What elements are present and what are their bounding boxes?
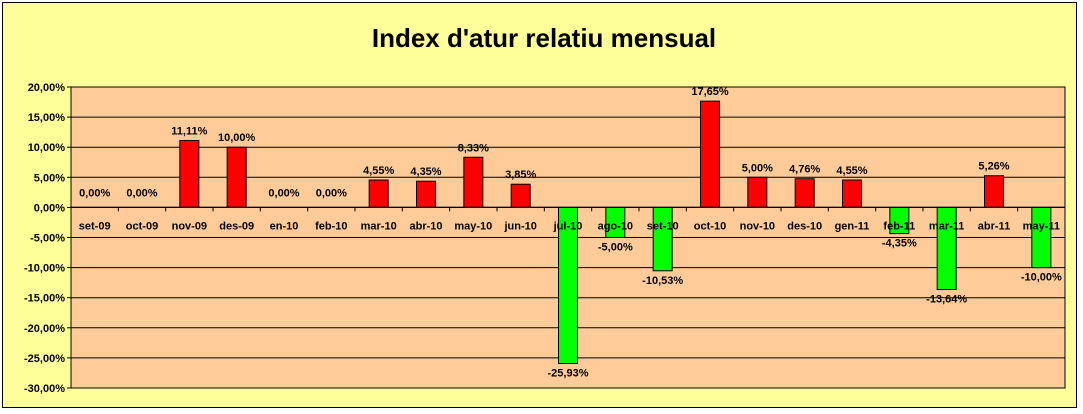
- x-tick-label: feb-11: [883, 220, 915, 232]
- data-label: -13,64%: [926, 294, 967, 306]
- x-tick-label: set-10: [647, 220, 679, 232]
- x-tick-label: mar-11: [929, 220, 964, 232]
- bar-chart: Index d'atur relatiu mensual 20,00% 15,00…: [24, 23, 1066, 395]
- x-tick-label: abr-11: [978, 220, 1010, 232]
- y-tick-label: 0,00%: [34, 202, 65, 214]
- data-label: 8,33%: [458, 142, 489, 154]
- y-tick-label: 10,00%: [28, 142, 66, 154]
- x-tick-label: ago-10: [598, 220, 633, 232]
- bar-nov-09: [179, 140, 200, 208]
- bar-may-11: [1031, 206, 1052, 269]
- y-tick-label: -5,00%: [30, 233, 65, 245]
- bar-jun-10: [510, 183, 531, 208]
- x-tick-label: en-10: [270, 220, 299, 232]
- bar-mar-10: [368, 179, 389, 208]
- bar-abr-10: [416, 180, 436, 208]
- y-tick-label: -30,00%: [24, 383, 65, 395]
- data-labels: 0,00% 0,00% 11,11% 10,00% 0,00% 0,00% 4,55% 4,3…: [79, 86, 1062, 379]
- x-tick-label: gen-11: [835, 220, 870, 232]
- data-label: 4,35%: [410, 166, 441, 178]
- data-label: 11,11%: [171, 126, 207, 138]
- bar-abr-11: [984, 175, 1004, 208]
- x-tick-label: jun-10: [503, 220, 536, 232]
- x-tick-label: set-09: [79, 220, 111, 232]
- x-tick-label: nov-10: [740, 220, 775, 232]
- data-label: 0,00%: [79, 187, 110, 199]
- x-tick-label: des-09: [219, 220, 254, 232]
- data-label: 3,85%: [505, 169, 536, 181]
- data-label: -4,35%: [882, 238, 917, 250]
- x-tick-label: des-10: [787, 220, 822, 232]
- x-tick-label: oct-09: [126, 220, 158, 232]
- data-label: 0,00%: [268, 187, 299, 199]
- data-label: 0,00%: [126, 187, 157, 199]
- data-label: 0,00%: [316, 187, 347, 199]
- data-label: 4,76%: [789, 164, 820, 176]
- x-tick-label: jul-10: [553, 220, 583, 232]
- y-tick-label: -20,00%: [24, 323, 65, 335]
- data-label: 4,55%: [836, 165, 867, 177]
- data-label: -10,00%: [1021, 272, 1062, 284]
- bar-des-10: [794, 178, 815, 208]
- x-axis: set-09 oct-09 nov-09 des-09 en-10 feb-10 mar-1…: [71, 206, 1065, 232]
- x-tick-label: oct-10: [694, 220, 726, 232]
- data-label: -10,53%: [642, 275, 683, 287]
- x-tick-label: may-11: [1023, 220, 1060, 232]
- x-tick-label: may-10: [454, 220, 492, 232]
- data-label: 4,55%: [363, 165, 394, 177]
- y-tick-label: -10,00%: [24, 263, 65, 275]
- bar-des-09: [226, 146, 247, 208]
- data-label: -25,93%: [548, 367, 589, 379]
- x-tick-label: abr-10: [409, 220, 442, 232]
- chart-frame: Index d'atur relatiu mensual 20,00% 15,00…: [2, 2, 1077, 408]
- x-tick-label: feb-10: [315, 220, 347, 232]
- bars: [179, 100, 1052, 364]
- chart-title: Index d'atur relatiu mensual: [372, 23, 716, 53]
- x-tick-label: mar-10: [361, 220, 397, 232]
- bar-may-10: [463, 156, 484, 208]
- y-tick-label: -25,00%: [24, 353, 65, 365]
- bar-nov-10: [747, 176, 768, 208]
- x-tick-label: nov-09: [172, 220, 207, 232]
- bar-oct-10: [700, 100, 720, 208]
- y-tick-label: -15,00%: [24, 293, 65, 305]
- bar-gen-11: [842, 179, 862, 208]
- y-tick-label: 15,00%: [28, 112, 66, 124]
- y-tick-label: 20,00%: [28, 82, 66, 94]
- data-label: -5,00%: [598, 242, 633, 254]
- data-label: 10,00%: [218, 132, 256, 144]
- y-axis: 20,00% 15,00% 10,00% 5,00% 0,00% -5,00% -10,00…: [24, 82, 71, 395]
- data-label: 5,00%: [742, 162, 773, 174]
- data-label: 17,65%: [691, 86, 729, 98]
- data-label: 5,26%: [978, 161, 1009, 173]
- bar-set-10: [652, 206, 673, 272]
- y-tick-label: 5,00%: [34, 172, 65, 184]
